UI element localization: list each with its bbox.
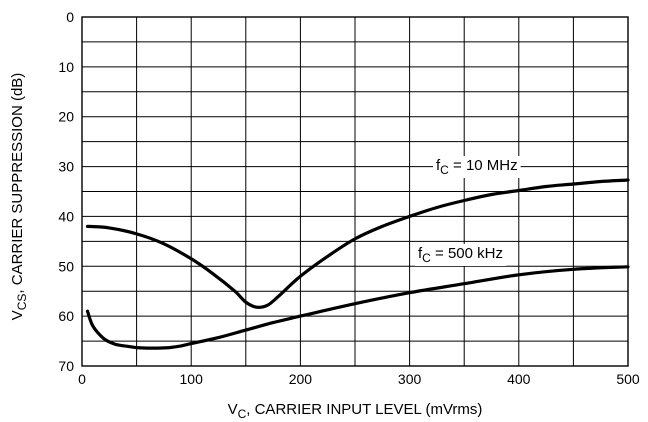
- series-label-500khz: fC = 500 kHz: [415, 244, 506, 266]
- x-tick-label: 100: [180, 371, 204, 387]
- x-tick-label: 200: [289, 371, 313, 387]
- y-tick-label: 30: [58, 159, 74, 175]
- x-tick-label: 0: [78, 371, 86, 387]
- x-axis-title: VC, CARRIER INPUT LEVEL (mVrms): [228, 401, 483, 421]
- x-tick-labels: 0 100 200 300 400 500: [78, 371, 640, 387]
- x-tick-label: 400: [507, 371, 531, 387]
- grid: [82, 17, 628, 366]
- series-label-10mhz: fC = 10 MHz: [433, 156, 521, 178]
- series-curves: [85, 178, 630, 350]
- series-line-10mhz: [85, 178, 630, 309]
- series-line-500khz: [85, 265, 630, 350]
- y-tick-label: 20: [58, 109, 74, 125]
- x-tick-label: 300: [398, 371, 422, 387]
- y-tick-label: 10: [58, 59, 74, 75]
- svg-text:fC = 10 MHz: fC = 10 MHz: [436, 157, 518, 177]
- y-axis-title: VCS, CARRIER SUPPRESSION (dB): [9, 73, 29, 321]
- svg-text:fC = 500 kHz: fC = 500 kHz: [418, 245, 503, 265]
- plot-frame: [81, 16, 629, 367]
- y-tick-label: 0: [66, 9, 74, 25]
- x-tick-label: 500: [616, 371, 640, 387]
- y-tick-label: 60: [58, 308, 74, 324]
- y-tick-label: 70: [58, 358, 74, 374]
- y-tick-labels: 0 10 20 30 40 50 60 70: [58, 9, 74, 374]
- y-tick-label: 50: [58, 258, 74, 274]
- y-tick-label: 40: [58, 208, 74, 224]
